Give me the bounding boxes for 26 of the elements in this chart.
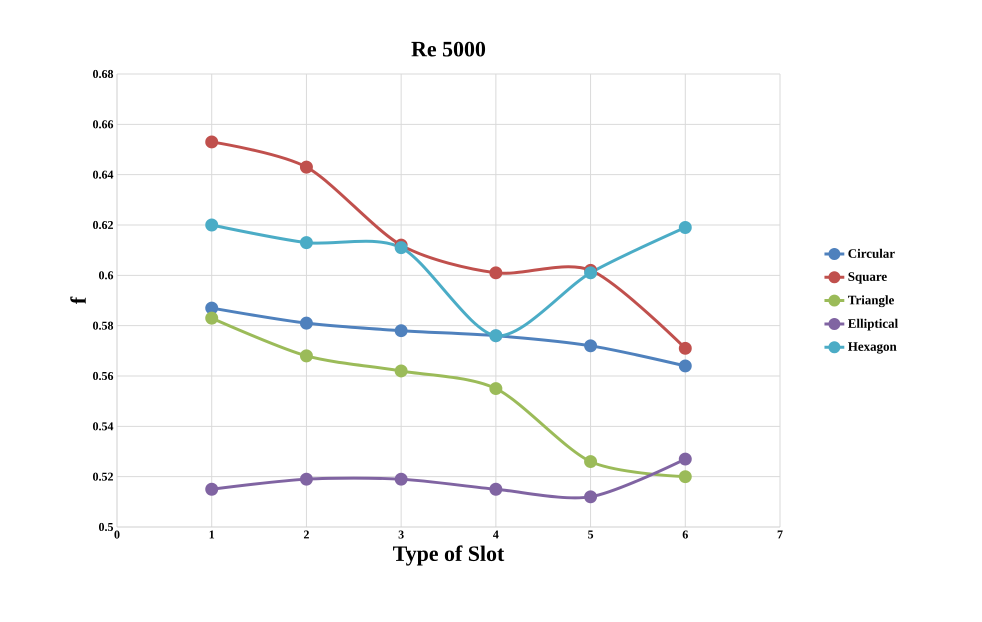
y-tick-label: 0.66 — [93, 120, 114, 128]
x-tick-label: 2 — [304, 530, 309, 538]
legend-label: Hexagon — [848, 342, 897, 354]
y-tick-label: 0.64 — [93, 170, 114, 179]
x-tick-label: 5 — [588, 530, 594, 538]
x-axis-title: Type of Slot — [393, 545, 504, 566]
y-tick-label: 0.6 — [98, 271, 114, 280]
legend-label: Triangle — [848, 295, 894, 308]
legend-label: Square — [848, 272, 887, 284]
x-tick-label: 0 — [114, 530, 120, 539]
y-tick-label: 0.54 — [93, 422, 114, 430]
chart-title: Re 5000 — [411, 42, 486, 57]
x-tick-label: 1 — [210, 530, 214, 538]
x-tick-label: 3 — [398, 530, 404, 539]
x-tick-label: 7 — [778, 530, 783, 538]
y-axis-title: f — [70, 296, 86, 304]
x-tick-label: 4 — [493, 530, 499, 538]
legend-label: Elliptical — [848, 318, 898, 331]
y-tick-label: 0.68 — [93, 70, 114, 78]
y-tick-label: 0.52 — [93, 472, 113, 481]
y-tick-label: 0.62 — [93, 220, 113, 230]
y-tick-label: 0.58 — [93, 322, 114, 330]
x-tick-label: 6 — [682, 530, 688, 539]
y-tick-label: 0.5 — [98, 522, 114, 532]
legend-label: Circular — [848, 248, 895, 258]
y-tick-label: 0.56 — [93, 372, 114, 380]
